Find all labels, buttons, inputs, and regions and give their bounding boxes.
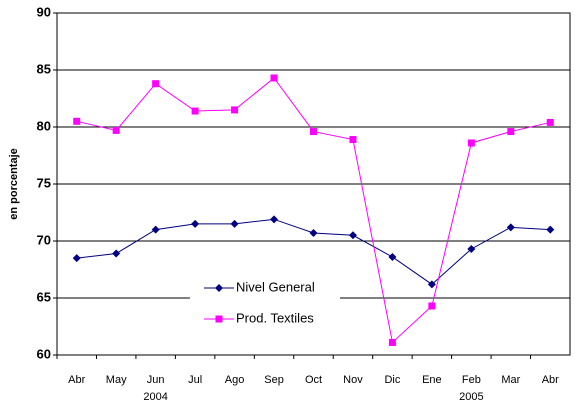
x-sublabel: 2005 [459,391,483,403]
x-tick-label: Sep [264,374,284,386]
marker [270,215,279,224]
legend-marker [215,315,223,323]
plot-frame [56,12,571,356]
legend-label: Nivel General [236,279,315,294]
marker [507,128,515,136]
x-tick-label: Abr [68,374,85,386]
x-tick-label: Nov [343,374,363,386]
marker [151,225,160,234]
x-tick-label: Ene [422,374,442,386]
marker [72,254,81,263]
y-axis-label: en porcentaje [8,148,20,220]
marker [310,128,317,136]
marker [112,249,121,258]
y-tick-label: 60 [37,346,51,361]
marker [231,106,239,114]
marker [388,338,396,346]
legend: Nivel General Prod. Textiles [190,274,340,330]
marker [191,107,199,115]
x-tick-label: Jul [188,374,202,386]
legend-label: Prod. Textiles [236,310,314,325]
marker [388,252,397,261]
marker [546,225,555,234]
y-tick-label: 90 [37,4,51,19]
marker [152,80,160,88]
marker [428,302,436,310]
x-sublabel: 2004 [143,391,167,403]
marker [427,280,436,289]
marker [112,126,120,134]
y-tick-label: 80 [37,118,51,133]
y-tick-label: 65 [37,289,51,304]
marker [191,219,200,228]
x-tick-label: Feb [462,374,481,386]
legend-marker [215,284,223,292]
marker [349,136,357,144]
x-tick-label: Dic [384,374,400,386]
legend-box [190,274,340,330]
y-tick-label: 75 [37,175,51,190]
marker [348,231,357,240]
marker [230,219,239,228]
x-tick-label: Jun [147,374,165,386]
x-tick-label: Abr [542,374,559,386]
marker [309,229,318,238]
x-tick-label: May [106,374,127,386]
y-tick-label: 85 [37,61,51,76]
x-tick-label: Oct [305,374,322,386]
marker [270,74,278,82]
marker [546,118,554,126]
marker [73,117,81,125]
x-tick-label: Mar [501,374,520,386]
marker [467,139,475,147]
y-tick-label: 70 [37,232,51,247]
marker [506,223,515,232]
x-tick-label: Ago [225,374,245,386]
marker [467,244,476,253]
